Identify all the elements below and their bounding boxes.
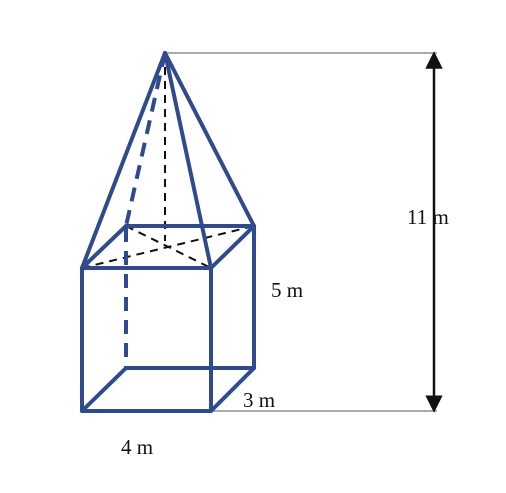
height-label-background [407, 204, 431, 230]
hidden-top-diagonal-2 [125, 225, 212, 269]
prism-height-label: 5 m [271, 278, 303, 302]
pyramid-left-edge [80, 51, 167, 270]
height-dimension [165, 51, 443, 413]
prism-front-face [80, 266, 213, 413]
hidden-pyramid-back-edge [124, 52, 167, 227]
pyramid-right-edge [163, 51, 256, 228]
hidden-edges [81, 53, 255, 269]
pyramid-front-right-edge [163, 51, 213, 270]
prism-width-label: 4 m [121, 435, 153, 459]
prism-bottom-right-edge [209, 366, 256, 413]
total-height-label: 11 m [407, 205, 449, 229]
prism-top-left-edge [80, 224, 128, 270]
prism-depth-label: 3 m [243, 388, 275, 412]
visible-edges [80, 51, 256, 413]
hidden-blue-edges [124, 52, 167, 368]
prism-top-right-edge [209, 224, 256, 270]
prism-bottom-left-edge [80, 366, 128, 413]
